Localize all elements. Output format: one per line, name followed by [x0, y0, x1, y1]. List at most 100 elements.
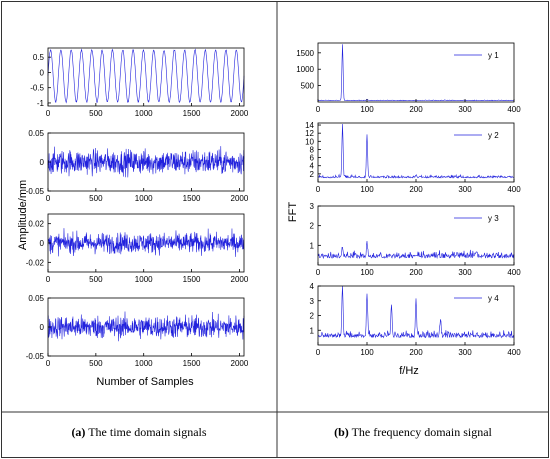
y-tick-label: 4	[310, 162, 315, 171]
x-tick-label: 500	[89, 194, 103, 203]
x-tick-label: 0	[316, 268, 321, 277]
y-tick-label: 0.05	[28, 294, 44, 303]
right-axes-1	[317, 42, 515, 103]
y-tick-label: 1000	[296, 65, 314, 74]
x-tick-label: 200	[409, 348, 423, 357]
y-tick-label: 0	[40, 68, 45, 77]
right-series-3	[317, 241, 515, 260]
right-series-1	[317, 44, 515, 102]
y-tick-label: 4	[310, 282, 315, 291]
y-tick-label: 12	[305, 129, 314, 138]
legend-label: y 2	[488, 131, 499, 140]
y-tick-label: 0	[40, 239, 45, 248]
x-tick-label: 400	[507, 185, 521, 194]
x-tick-label: 200	[409, 268, 423, 277]
left-series-1	[47, 48, 245, 104]
x-tick-label: 0	[316, 105, 321, 114]
x-tick-label: 0	[46, 359, 51, 368]
right-xlabel: f/Hz	[399, 365, 419, 377]
left-series-2	[47, 146, 245, 178]
x-tick-label: 0	[316, 348, 321, 357]
y-tick-label: 1500	[296, 49, 314, 58]
y-tick-label: 500	[301, 82, 315, 91]
left-series-3	[47, 228, 245, 257]
x-tick-label: 300	[458, 185, 472, 194]
left-plot-1: 0 500 1000 1500 2000 0.5 0 -0.5 -1	[30, 47, 249, 118]
caption-left: (a) The time domain signals	[2, 412, 276, 452]
y-tick-label: 1	[310, 326, 315, 335]
right-axes-4	[317, 285, 515, 346]
x-tick-label: 1000	[135, 109, 153, 118]
x-tick-label: 0	[46, 109, 51, 118]
left-series-4	[47, 311, 245, 342]
x-tick-label: 300	[458, 105, 472, 114]
y-tick-label: -1	[37, 99, 45, 108]
right-plot-1: 0 100 200 300 400 500 1000 1500 y 1	[296, 42, 521, 114]
legend-label: y 3	[488, 214, 499, 223]
y-tick-label: 0.05	[28, 129, 44, 138]
x-tick-label: 400	[507, 105, 521, 114]
x-tick-label: 100	[360, 105, 374, 114]
left-axes-1	[47, 47, 245, 107]
caption-row: (a) The time domain signals (b) The freq…	[0, 412, 550, 459]
x-tick-label: 200	[409, 185, 423, 194]
right-plot-4: 0 100 200 300 400 1 2 3 4 y 4	[310, 282, 522, 357]
legend-label: y 4	[488, 294, 499, 303]
caption-left-letter: (a)	[71, 424, 86, 439]
x-tick-label: 1500	[183, 194, 201, 203]
y-tick-label: 0.5	[33, 53, 45, 62]
x-tick-label: 400	[507, 348, 521, 357]
y-tick-label: -0.02	[26, 258, 45, 267]
y-tick-label: -0.5	[30, 84, 44, 93]
y-tick-label: 1	[310, 241, 315, 250]
x-tick-label: 400	[507, 268, 521, 277]
x-tick-label: 100	[360, 268, 374, 277]
x-tick-label: 500	[89, 359, 103, 368]
x-tick-label: 0	[316, 185, 321, 194]
x-tick-label: 1500	[183, 109, 201, 118]
right-plot-3: 0 100 200 300 400 1 2 3 y 3	[310, 202, 522, 277]
x-tick-label: 2000	[231, 359, 249, 368]
x-tick-label: 2000	[231, 194, 249, 203]
x-tick-label: 1000	[135, 275, 153, 284]
right-axes-2	[317, 122, 515, 183]
x-tick-label: 100	[360, 348, 374, 357]
caption-left-text: The time domain signals	[85, 424, 207, 439]
y-tick-label: -0.05	[26, 352, 45, 361]
x-tick-label: 500	[89, 275, 103, 284]
y-tick-label: 6	[310, 154, 315, 163]
right-series-2	[317, 123, 515, 179]
right-series-4	[317, 285, 515, 339]
x-tick-label: 0	[46, 194, 51, 203]
x-tick-label: 500	[89, 109, 103, 118]
caption-right-letter: (b)	[334, 424, 349, 439]
right-axes-3	[317, 205, 515, 266]
y-tick-label: 2	[310, 222, 315, 231]
y-tick-label: 0	[40, 323, 45, 332]
x-tick-label: 1000	[135, 194, 153, 203]
x-tick-label: 1500	[183, 359, 201, 368]
left-ylabel: Amplitude/mm	[17, 180, 29, 250]
y-tick-label: 3	[310, 297, 315, 306]
y-tick-label: 0.02	[28, 220, 44, 229]
x-tick-label: 100	[360, 185, 374, 194]
y-tick-label: 3	[310, 202, 315, 211]
left-xlabel: Number of Samples	[96, 376, 194, 388]
x-tick-label: 2000	[231, 275, 249, 284]
y-tick-label: 0	[40, 158, 45, 167]
y-tick-label: 2	[310, 170, 315, 179]
legend-label: y 1	[488, 51, 499, 60]
right-ylabel: FFT	[287, 202, 299, 222]
x-tick-label: 2000	[231, 109, 249, 118]
y-tick-label: 8	[310, 145, 315, 154]
x-tick-label: 1500	[183, 275, 201, 284]
y-tick-label: 10	[305, 137, 314, 146]
y-tick-label: -0.05	[26, 187, 45, 196]
